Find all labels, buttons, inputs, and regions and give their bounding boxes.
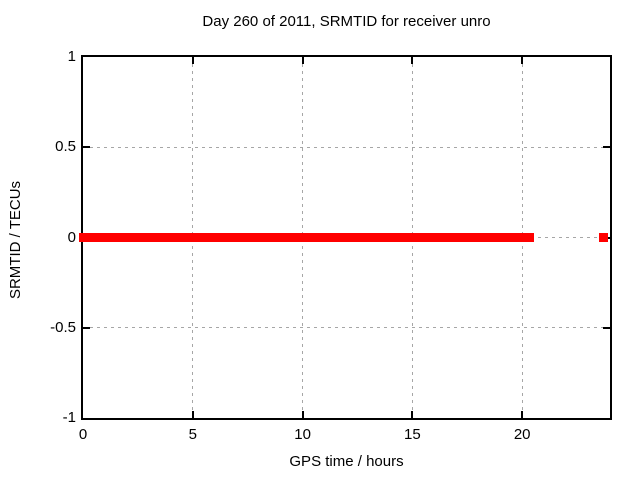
- y-tick-mark: [83, 146, 90, 149]
- x-tick-label: 0: [78, 426, 88, 443]
- y-gridline: [83, 146, 610, 148]
- y-tick-mark: [603, 326, 610, 329]
- y-tick-label: 0.5: [55, 138, 76, 156]
- y-tick-label: 0: [67, 228, 76, 246]
- x-tick-mark: [191, 57, 194, 64]
- x-tick-mark: [411, 57, 414, 64]
- x-tick-label: 10: [294, 426, 311, 443]
- data-series-band: [78, 233, 535, 242]
- x-tick-label: 20: [513, 426, 531, 443]
- y-tick-label: 1: [67, 48, 76, 65]
- chart-title: Day 260 of 2011, SRMTID for receiver unr…: [202, 13, 491, 30]
- x-tick-mark: [301, 411, 304, 418]
- y-tick-mark: [603, 146, 610, 149]
- y-tick-label: -0.5: [50, 318, 76, 336]
- x-tick-label: 5: [188, 426, 197, 443]
- x-tick-mark: [301, 57, 304, 64]
- x-tick-mark: [411, 411, 414, 418]
- x-tick-mark: [521, 411, 524, 418]
- x-tick-mark: [521, 57, 524, 64]
- x-tick-label: 15: [404, 426, 421, 443]
- y-axis-title: SRMTID / TECUs: [7, 180, 24, 300]
- y-tick-label: -1: [62, 409, 76, 426]
- y-gridline: [83, 327, 610, 329]
- data-series-band: [599, 233, 609, 242]
- x-tick-mark: [191, 411, 194, 418]
- y-tick-mark: [83, 326, 90, 329]
- x-axis-title: GPS time / hours: [289, 453, 404, 470]
